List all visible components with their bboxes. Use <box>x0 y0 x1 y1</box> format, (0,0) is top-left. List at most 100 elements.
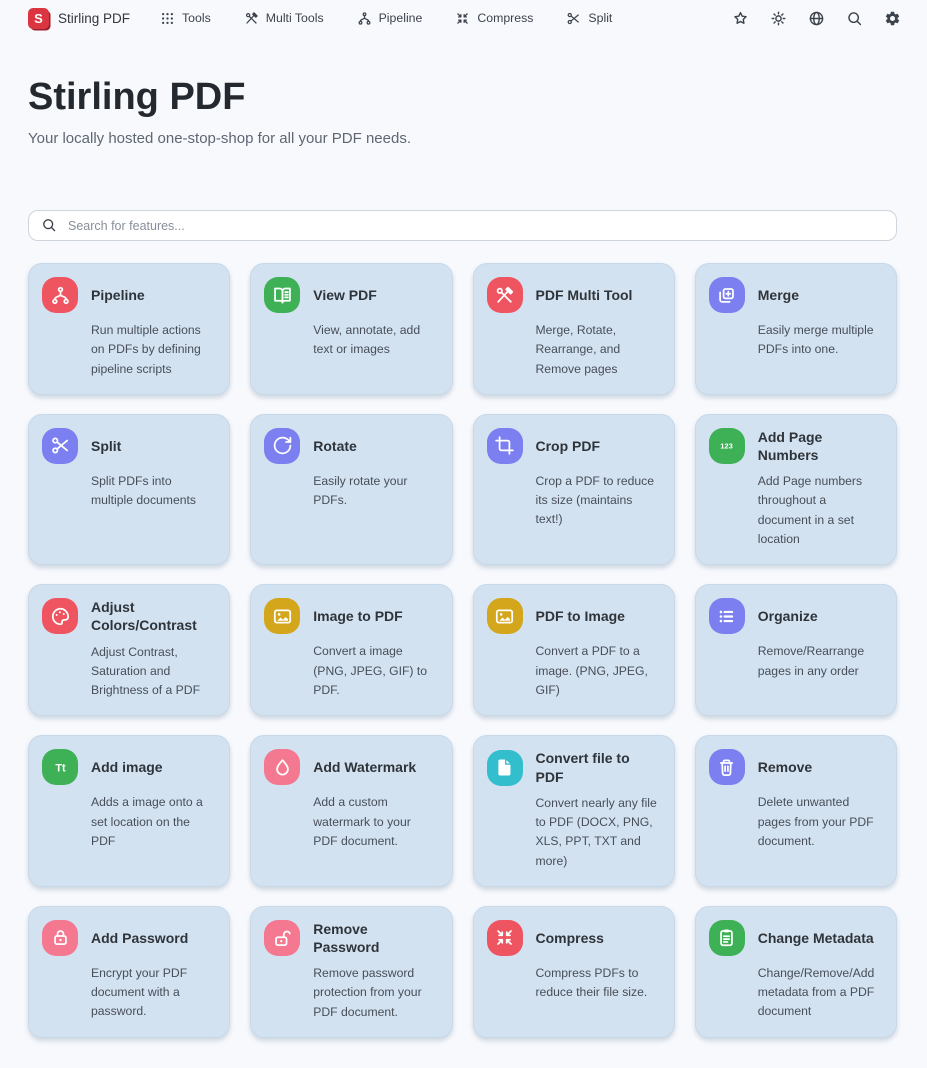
nav-item-label: Multi Tools <box>265 11 324 25</box>
tools-icon <box>244 11 259 26</box>
page-subtitle: Your locally hosted one-stop-shop for al… <box>28 130 411 147</box>
image-icon <box>486 598 523 635</box>
card-description: Remove password protection from your PDF… <box>313 966 422 1019</box>
card-title: Crop PDF <box>535 437 601 454</box>
rotate-icon <box>264 427 301 464</box>
tool-card-change-metadata[interactable]: Change Metadata Change/Remove/Add metadat… <box>694 905 897 1039</box>
card-description: Convert a PDF to a image. (PNG, JPEG, GI… <box>535 644 648 697</box>
tool-card-pdf-to-image[interactable]: PDF to Image Convert a PDF to a image. (P… <box>472 584 675 717</box>
search-icon <box>846 10 863 27</box>
file-icon <box>486 749 523 786</box>
scissors-icon <box>566 11 581 26</box>
card-description: Encrypt your PDF document with a passwor… <box>91 965 188 1019</box>
card-description: Split PDFs into multiple documents <box>91 473 196 508</box>
compress-icon <box>455 11 470 26</box>
merge-icon <box>708 277 745 313</box>
crop-icon <box>486 427 523 464</box>
card-description: Convert a image (PNG, JPEG, GIF) to PDF. <box>313 644 428 697</box>
card-description: Convert nearly any file to PDF (DOCX, PN… <box>535 795 657 868</box>
nav-item-label: Pipeline <box>378 11 423 25</box>
search-button[interactable] <box>846 10 863 27</box>
tool-card-convert-file-to-pdf[interactable]: Convert file to PDF Convert nearly any fi… <box>472 735 675 887</box>
card-description: Merge, Rotate, Rearrange, and Remove pag… <box>535 323 621 376</box>
card-description: Add Page numbers throughout a document i… <box>757 474 863 546</box>
tool-card-organize[interactable]: Organize Remove/Rearrange pages in any or… <box>694 584 897 717</box>
card-title: Convert file to PDF <box>535 750 630 785</box>
nav-item-multi-tools[interactable]: Multi Tools <box>244 11 324 26</box>
card-description: Remove/Rearrange pages in any order <box>757 644 865 678</box>
card-title: Rotate <box>313 437 357 454</box>
tool-card-pdf-multi-tool[interactable]: PDF Multi Tool Merge, Rotate, Rearrange, … <box>472 263 675 395</box>
card-description: Adjust Contrast, Saturation and Brightne… <box>91 644 201 698</box>
tool-card-add-password[interactable]: Add Password Encrypt your PDF document wi… <box>28 905 231 1039</box>
card-title: Add Watermark <box>313 759 417 776</box>
tool-card-pipeline[interactable]: Pipeline Run multiple actions on PDFs by … <box>28 263 231 395</box>
unlock-icon <box>264 920 301 957</box>
nav-item-label: Tools <box>182 11 211 25</box>
tool-card-rotate[interactable]: Rotate Easily rotate your PDFs. <box>250 413 453 566</box>
tool-card-image-to-pdf[interactable]: Image to PDF Convert a image (PNG, JPEG, … <box>250 584 453 717</box>
card-description: Change/Remove/Add metadata from a PDF do… <box>757 965 875 1019</box>
tool-card-split[interactable]: Split Split PDFs into multiple documents <box>28 413 231 566</box>
nav-item-split[interactable]: Split <box>566 11 612 26</box>
tool-card-compress[interactable]: Compress Compress PDFs to reduce their fi… <box>472 905 675 1039</box>
tool-card-add-watermark[interactable]: Add Watermark Add a custom watermark to y… <box>250 735 453 887</box>
card-description: Easily merge multiple PDFs into one. <box>757 323 874 357</box>
list-icon <box>708 598 745 635</box>
droplet-icon <box>264 749 301 786</box>
scissors-icon <box>42 427 78 464</box>
svg-text:123: 123 <box>720 442 733 451</box>
card-description: Easily rotate your PDFs. <box>313 473 408 508</box>
nav-item-pipeline[interactable]: Pipeline <box>357 11 423 26</box>
palette-icon <box>42 598 78 635</box>
card-title: Remove Password <box>313 920 380 956</box>
card-description: Add a custom watermark to your PDF docum… <box>313 795 411 848</box>
globe-button[interactable] <box>808 10 825 27</box>
nav-item-compress[interactable]: Compress <box>455 11 533 26</box>
trash-icon <box>708 749 745 786</box>
card-title: Compress <box>535 929 604 946</box>
tool-card-crop-pdf[interactable]: Crop PDF Crop a PDF to reduce its size (m… <box>472 413 675 566</box>
card-title: Add Password <box>91 929 189 946</box>
tools-icon <box>486 277 523 313</box>
book-open-icon <box>264 277 301 313</box>
hero-section: Stirling PDF Your locally hosted one-sto… <box>0 34 927 147</box>
tool-card-adjust-colors-contrast[interactable]: Adjust Colors/Contrast Adjust Contrast, S… <box>28 584 231 717</box>
gear-button[interactable] <box>884 10 901 27</box>
sun-icon <box>770 10 787 27</box>
clipboard-icon <box>708 919 745 956</box>
search-input[interactable] <box>28 210 897 241</box>
tool-card-view-pdf[interactable]: View PDF View, annotate, add text or imag… <box>250 263 453 395</box>
brand-name: Stirling PDF <box>58 10 131 26</box>
card-title: Remove <box>757 759 813 776</box>
brand-home-link[interactable]: S Stirling PDF <box>28 7 131 29</box>
card-description: Adds a image onto a set location on the … <box>91 795 203 848</box>
pipeline-icon <box>357 11 372 26</box>
stirling-logo-icon: S <box>28 7 49 29</box>
compress-icon <box>486 919 523 956</box>
tool-card-merge[interactable]: Merge Easily merge multiple PDFs into one… <box>694 263 897 395</box>
card-description: Crop a PDF to reduce its size (maintains… <box>535 473 655 527</box>
page-title: Stirling PDF <box>28 76 246 118</box>
gear-icon <box>884 10 901 27</box>
tool-card-remove-password[interactable]: Remove Password Remove password protectio… <box>250 905 453 1039</box>
tool-card-add-image[interactable]: Tt Add image Adds a image onto a set locat… <box>28 735 231 887</box>
nav-item-tools[interactable]: Tools <box>160 11 211 26</box>
card-title: View PDF <box>313 286 377 303</box>
image-icon <box>264 598 301 635</box>
tools-grid: Pipeline Run multiple actions on PDFs by … <box>28 263 897 1039</box>
sun-button[interactable] <box>770 10 787 27</box>
numbers-123-icon: 123 <box>708 427 745 464</box>
card-title: Merge <box>757 286 799 303</box>
star-button[interactable] <box>732 10 749 27</box>
card-title: PDF to Image <box>535 608 625 625</box>
grid-icon <box>160 11 175 26</box>
card-title: Adjust Colors/Contrast <box>91 599 197 634</box>
card-description: Run multiple actions on PDFs by defining… <box>91 323 201 376</box>
card-description: View, annotate, add text or images <box>313 323 421 357</box>
tool-card-add-page-numbers[interactable]: 123 Add Page Numbers Add Page numbers thro… <box>694 413 897 566</box>
card-description: Compress PDFs to reduce their file size. <box>535 965 648 1000</box>
nav-item-label: Split <box>588 11 613 25</box>
tool-card-remove[interactable]: Remove Delete unwanted pages from your PD… <box>694 735 897 887</box>
lock-icon <box>42 919 78 956</box>
